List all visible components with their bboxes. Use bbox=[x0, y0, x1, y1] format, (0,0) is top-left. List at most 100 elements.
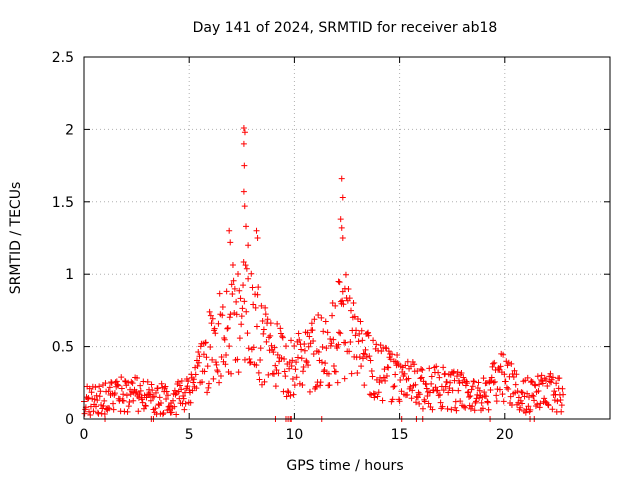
data-point bbox=[416, 391, 423, 398]
data-point bbox=[440, 364, 447, 371]
data-point bbox=[137, 382, 144, 389]
data-point bbox=[404, 358, 411, 365]
chart-title: Day 141 of 2024, SRMTID for receiver ab1… bbox=[193, 20, 498, 36]
data-point bbox=[146, 391, 153, 398]
data-point bbox=[501, 371, 508, 378]
data-point bbox=[559, 385, 566, 392]
data-point bbox=[348, 370, 355, 377]
data-point bbox=[227, 311, 234, 318]
x-tick-label: 15 bbox=[391, 427, 409, 443]
data-point bbox=[226, 227, 233, 234]
data-point bbox=[458, 369, 465, 376]
data-point bbox=[473, 395, 480, 402]
data-point bbox=[325, 370, 332, 377]
data-point bbox=[518, 389, 525, 396]
data-point bbox=[200, 351, 207, 358]
data-point bbox=[428, 373, 435, 380]
data-point bbox=[203, 354, 210, 361]
data-point bbox=[113, 378, 120, 385]
data-point bbox=[311, 316, 318, 323]
data-point bbox=[414, 367, 421, 374]
data-point bbox=[385, 364, 392, 371]
data-point bbox=[453, 407, 460, 414]
data-point bbox=[231, 309, 238, 316]
data-point bbox=[245, 345, 252, 352]
data-point bbox=[207, 312, 214, 319]
data-point bbox=[273, 367, 280, 374]
data-point bbox=[328, 340, 335, 347]
data-point bbox=[156, 394, 163, 401]
data-point bbox=[418, 374, 425, 381]
data-point bbox=[456, 379, 463, 386]
data-point bbox=[120, 397, 127, 404]
data-point bbox=[480, 375, 487, 382]
data-point bbox=[296, 380, 303, 387]
data-point bbox=[259, 317, 266, 324]
data-point bbox=[536, 381, 543, 388]
data-point bbox=[195, 349, 202, 356]
data-point bbox=[194, 362, 201, 369]
data-point bbox=[525, 394, 532, 401]
data-point bbox=[224, 325, 231, 332]
data-point bbox=[560, 391, 567, 398]
data-point bbox=[338, 175, 345, 182]
data-point bbox=[245, 275, 252, 282]
data-point bbox=[373, 341, 380, 348]
data-point bbox=[358, 327, 365, 334]
data-point bbox=[102, 380, 109, 387]
data-point bbox=[485, 406, 492, 413]
data-point bbox=[294, 354, 301, 361]
data-point bbox=[205, 384, 212, 391]
data-point bbox=[193, 385, 200, 392]
data-point bbox=[92, 403, 99, 410]
data-point bbox=[92, 384, 99, 391]
data-point bbox=[296, 337, 303, 344]
data-point bbox=[341, 375, 348, 382]
data-point bbox=[300, 363, 307, 370]
y-tick-label: 2 bbox=[65, 122, 74, 138]
data-point bbox=[365, 332, 372, 339]
data-point bbox=[103, 406, 110, 413]
data-point bbox=[240, 140, 247, 147]
data-point bbox=[437, 399, 444, 406]
data-point bbox=[346, 295, 353, 302]
data-point bbox=[442, 370, 449, 377]
data-point bbox=[243, 223, 250, 230]
data-point bbox=[264, 316, 271, 323]
data-point bbox=[241, 298, 248, 305]
data-point bbox=[318, 314, 325, 321]
data-point bbox=[378, 348, 385, 355]
data-point bbox=[479, 405, 486, 412]
data-point bbox=[86, 408, 93, 415]
data-point bbox=[449, 387, 456, 394]
data-point bbox=[134, 375, 141, 382]
data-point bbox=[347, 307, 354, 314]
data-point bbox=[118, 385, 125, 392]
data-point bbox=[236, 335, 243, 342]
data-point bbox=[538, 372, 545, 379]
data-point bbox=[221, 336, 228, 343]
data-point bbox=[106, 405, 113, 412]
data-point bbox=[435, 392, 442, 399]
data-point bbox=[469, 403, 476, 410]
data-point bbox=[305, 362, 312, 369]
data-point bbox=[149, 387, 156, 394]
data-point bbox=[466, 402, 473, 409]
data-point bbox=[455, 387, 462, 394]
data-point bbox=[508, 360, 515, 367]
data-point bbox=[301, 340, 308, 347]
data-point bbox=[447, 379, 454, 386]
data-point bbox=[469, 383, 476, 390]
data-point bbox=[359, 355, 366, 362]
data-point bbox=[280, 388, 287, 395]
data-point bbox=[154, 385, 161, 392]
y-axis-label: SRMTID / TECUs bbox=[8, 182, 24, 295]
data-point bbox=[481, 389, 488, 396]
data-point bbox=[283, 393, 290, 400]
data-point bbox=[471, 407, 478, 414]
data-point bbox=[391, 383, 398, 390]
data-point bbox=[412, 381, 419, 388]
data-point bbox=[309, 327, 316, 334]
data-point bbox=[158, 400, 165, 407]
data-point bbox=[510, 373, 517, 380]
